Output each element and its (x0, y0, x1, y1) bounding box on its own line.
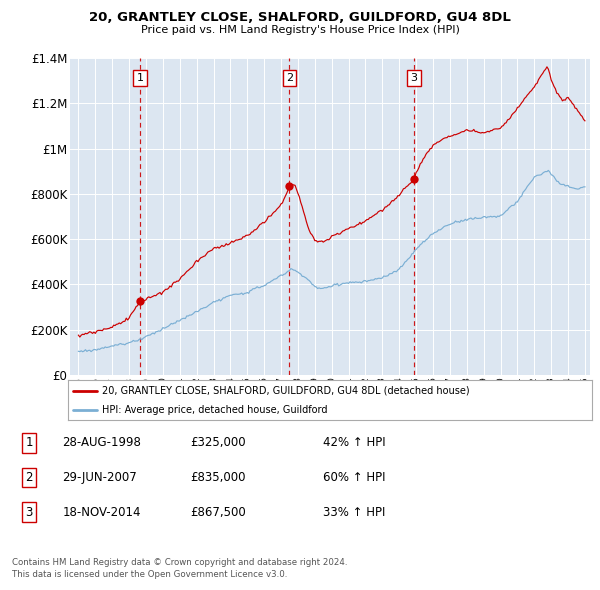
Text: 18-NOV-2014: 18-NOV-2014 (62, 506, 140, 519)
Text: 1: 1 (137, 73, 143, 83)
Text: 1: 1 (25, 437, 33, 450)
Text: £325,000: £325,000 (190, 437, 245, 450)
Text: 33% ↑ HPI: 33% ↑ HPI (323, 506, 386, 519)
Text: 3: 3 (25, 506, 33, 519)
Text: This data is licensed under the Open Government Licence v3.0.: This data is licensed under the Open Gov… (12, 570, 287, 579)
Text: Contains HM Land Registry data © Crown copyright and database right 2024.: Contains HM Land Registry data © Crown c… (12, 558, 347, 566)
Text: 20, GRANTLEY CLOSE, SHALFORD, GUILDFORD, GU4 8DL (detached house): 20, GRANTLEY CLOSE, SHALFORD, GUILDFORD,… (102, 386, 470, 396)
Text: 42% ↑ HPI: 42% ↑ HPI (323, 437, 386, 450)
Text: 28-AUG-1998: 28-AUG-1998 (62, 437, 141, 450)
Text: Price paid vs. HM Land Registry's House Price Index (HPI): Price paid vs. HM Land Registry's House … (140, 25, 460, 35)
Text: 20, GRANTLEY CLOSE, SHALFORD, GUILDFORD, GU4 8DL: 20, GRANTLEY CLOSE, SHALFORD, GUILDFORD,… (89, 11, 511, 24)
Text: £867,500: £867,500 (190, 506, 245, 519)
Text: HPI: Average price, detached house, Guildford: HPI: Average price, detached house, Guil… (102, 405, 328, 415)
Text: 3: 3 (410, 73, 418, 83)
Text: 29-JUN-2007: 29-JUN-2007 (62, 471, 137, 484)
Text: £835,000: £835,000 (190, 471, 245, 484)
Text: 60% ↑ HPI: 60% ↑ HPI (323, 471, 386, 484)
Text: 2: 2 (25, 471, 33, 484)
Text: 2: 2 (286, 73, 293, 83)
